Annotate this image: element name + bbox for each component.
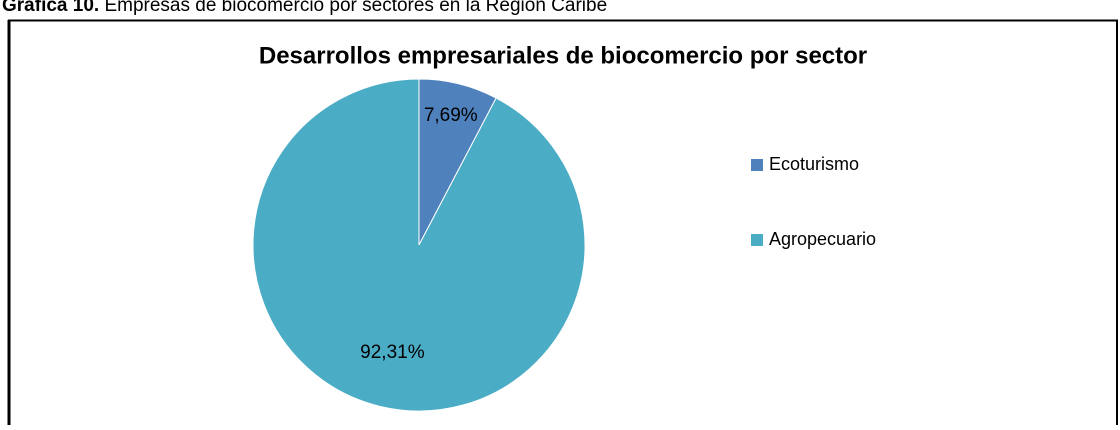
pie-slice — [252, 78, 586, 412]
legend-swatch — [751, 159, 763, 171]
legend-label: Ecoturismo — [769, 154, 859, 174]
chart-title: Desarrollos empresariales de biocomercio… — [259, 42, 867, 69]
caption: Gráfica 10. Empresas de biocomercio por … — [2, 0, 607, 16]
caption-text: Empresas de biocomercio por sectores en … — [104, 0, 607, 16]
legend-label: Agropecuario — [769, 229, 876, 249]
caption-label: Gráfica 10. — [2, 0, 99, 16]
legend-swatch — [751, 234, 763, 246]
data-label: 7,69% — [424, 105, 478, 126]
data-label: 92,31% — [360, 342, 425, 363]
